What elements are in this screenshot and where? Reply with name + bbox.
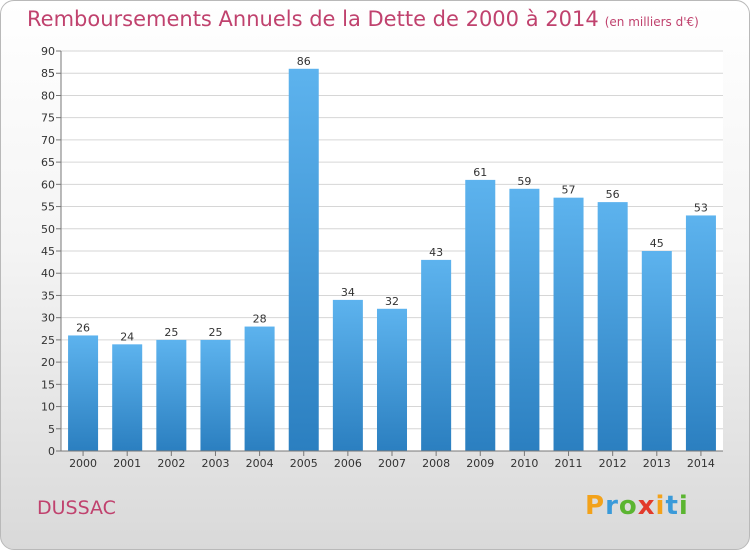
- bar-value-label: 25: [164, 326, 178, 339]
- bar: [509, 188, 540, 451]
- unit-label: (en milliers d'€): [604, 15, 699, 29]
- y-tick-label: 35: [41, 289, 55, 302]
- chart-title: Remboursements Annuels de la Dette de 20…: [27, 7, 699, 31]
- y-tick-label: 75: [41, 112, 55, 125]
- bar-value-label: 86: [297, 55, 311, 68]
- city-name: DUSSAC: [37, 497, 116, 519]
- bar-value-label: 28: [253, 313, 267, 326]
- bar-value-label: 25: [208, 326, 222, 339]
- bar-value-label: 26: [76, 321, 90, 334]
- bar-value-label: 32: [385, 295, 399, 308]
- y-tick-label: 55: [41, 201, 55, 214]
- bar-value-label: 53: [694, 201, 708, 214]
- x-tick-label: 2005: [290, 457, 318, 470]
- bar: [68, 335, 99, 451]
- bar: [112, 344, 143, 451]
- bar: [641, 251, 672, 451]
- y-tick-label: 30: [41, 312, 55, 325]
- y-tick-label: 25: [41, 334, 55, 347]
- y-tick-label: 10: [41, 401, 55, 414]
- bar: [244, 326, 275, 451]
- x-tick-label: 2011: [555, 457, 583, 470]
- x-tick-label: 2010: [510, 457, 538, 470]
- y-tick-label: 20: [41, 356, 55, 369]
- bar: [332, 299, 363, 451]
- logo-letter: i: [655, 491, 666, 521]
- x-tick-label: 2013: [643, 457, 671, 470]
- x-tick-label: 2004: [246, 457, 274, 470]
- logo-letter: i: [678, 491, 689, 521]
- bar: [376, 308, 408, 451]
- x-tick-label: 2003: [201, 457, 229, 470]
- bar: [421, 259, 452, 451]
- x-tick-label: 2009: [466, 457, 494, 470]
- bar-value-label: 24: [120, 330, 134, 343]
- bar-value-label: 56: [606, 188, 620, 201]
- proxiti-logo: Proxiti: [585, 491, 689, 521]
- x-tick-label: 2001: [113, 457, 141, 470]
- logo-letter: r: [605, 491, 619, 521]
- logo-letter: P: [585, 491, 606, 521]
- x-tick-label: 2014: [687, 457, 715, 470]
- bar-value-label: 43: [429, 246, 443, 259]
- logo-letter: o: [618, 491, 638, 521]
- logo-letter: x: [637, 491, 656, 521]
- y-tick-label: 60: [41, 178, 55, 191]
- x-tick-label: 2002: [157, 457, 185, 470]
- title-text: Remboursements Annuels de la Dette de 20…: [27, 7, 599, 31]
- y-tick-label: 45: [41, 245, 55, 258]
- bar: [685, 215, 716, 451]
- bar-value-label: 61: [473, 166, 487, 179]
- bar: [553, 197, 584, 451]
- y-tick-label: 80: [41, 89, 55, 102]
- bar-value-label: 59: [517, 175, 531, 188]
- bar: [156, 339, 187, 451]
- x-tick-label: 2007: [378, 457, 406, 470]
- y-tick-label: 70: [41, 134, 55, 147]
- bar: [465, 179, 496, 451]
- y-tick-label: 5: [48, 423, 55, 436]
- bar-value-label: 34: [341, 286, 355, 299]
- bar: [200, 339, 231, 451]
- x-tick-label: 2008: [422, 457, 450, 470]
- bar: [288, 68, 319, 452]
- y-tick-label: 90: [41, 45, 55, 58]
- y-tick-label: 15: [41, 378, 55, 391]
- y-tick-label: 65: [41, 156, 55, 169]
- x-tick-label: 2012: [599, 457, 627, 470]
- bar: [597, 202, 628, 451]
- x-tick-label: 2000: [69, 457, 97, 470]
- y-tick-label: 85: [41, 67, 55, 80]
- logo-letter: t: [665, 491, 679, 521]
- y-tick-label: 40: [41, 267, 55, 280]
- bar-value-label: 45: [650, 237, 664, 250]
- y-tick-label: 0: [48, 445, 55, 458]
- bar-value-label: 57: [562, 184, 576, 197]
- x-tick-label: 2006: [334, 457, 362, 470]
- y-tick-label: 50: [41, 223, 55, 236]
